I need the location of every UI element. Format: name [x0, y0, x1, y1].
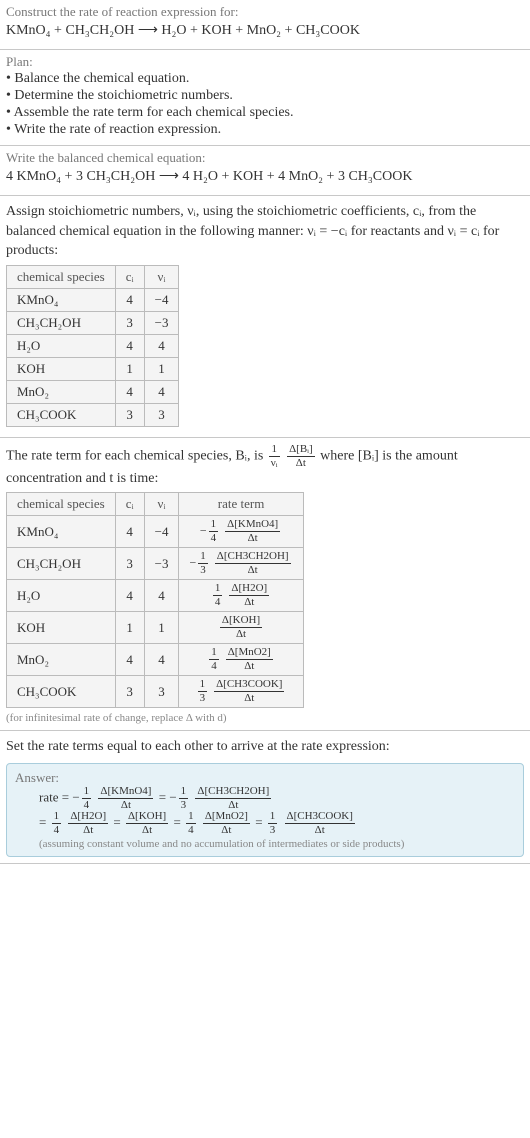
- delta-frac: Δ[H2O]Δt: [68, 811, 108, 836]
- col-header: chemical species: [7, 493, 116, 516]
- col-header: cᵢ: [115, 265, 144, 288]
- answer-label: Answer:: [15, 770, 515, 786]
- coef-frac: 13: [179, 786, 189, 811]
- balanced-equation: 4 KMnO₄ + 3 CH₃CH₂OH ⟶ 4 H₂O + KOH + 4 M…: [6, 168, 524, 185]
- coef-frac: 13: [198, 551, 208, 576]
- rate-explain: The rate term for each chemical species,…: [6, 444, 524, 489]
- col-header: νᵢ: [144, 265, 179, 288]
- section-prompt: Construct the rate of reaction expressio…: [0, 0, 530, 50]
- table-row: KMnO₄4−4: [7, 288, 179, 311]
- prompt-text: Construct the rate of reaction expressio…: [6, 4, 524, 20]
- answer-box: Answer: rate = −14 Δ[KMnO4]Δt = −13 Δ[CH…: [6, 763, 524, 857]
- section-stoich: Assign stoichiometric numbers, νᵢ, using…: [0, 196, 530, 438]
- plan-item: • Assemble the rate term for each chemic…: [6, 105, 524, 121]
- section-plan: Plan: • Balance the chemical equation. •…: [0, 50, 530, 146]
- coef-frac: 14: [213, 583, 223, 608]
- rate-term-table: chemical species cᵢ νᵢ rate term KMnO₄4−…: [6, 492, 304, 708]
- col-header: cᵢ: [115, 493, 144, 516]
- balanced-prompt: Write the balanced chemical equation:: [6, 150, 524, 166]
- table-row: MnO₂4414 Δ[MnO2]Δt: [7, 644, 304, 676]
- table-row: KMnO₄4−4−14 Δ[KMnO4]Δt: [7, 516, 304, 548]
- coef-frac: 14: [52, 811, 62, 836]
- stoich-explain: Assign stoichiometric numbers, νᵢ, using…: [6, 202, 524, 261]
- table-row: CH₃COOK3313 Δ[CH3COOK]Δt: [7, 676, 304, 708]
- coef-frac: 13: [198, 679, 208, 704]
- answer-prompt: Set the rate terms equal to each other t…: [6, 737, 524, 757]
- coef-frac: 14: [209, 519, 219, 544]
- delta-frac: Δ[KOH]Δt: [220, 615, 262, 640]
- plan-item: • Determine the stoichiometric numbers.: [6, 88, 524, 104]
- table-row: H₂O44: [7, 334, 179, 357]
- table-row: CH₃CH₂OH3−3: [7, 311, 179, 334]
- rate-note: (for infinitesimal rate of change, repla…: [6, 712, 524, 724]
- section-balanced: Write the balanced chemical equation: 4 …: [0, 146, 530, 196]
- answer-note: (assuming constant volume and no accumul…: [15, 838, 515, 850]
- delta-frac: Δ[MnO2]Δt: [226, 647, 273, 672]
- delta-frac: Δ[H2O]Δt: [229, 583, 269, 608]
- table-row: MnO₂44: [7, 380, 179, 403]
- table-row: CH₃COOK33: [7, 403, 179, 426]
- col-header: rate term: [179, 493, 303, 516]
- coef-frac: 13: [268, 811, 278, 836]
- table-row: KOH11Δ[KOH]Δt: [7, 612, 304, 644]
- stoich-table: chemical species cᵢ νᵢ KMnO₄4−4 CH₃CH₂OH…: [6, 265, 179, 427]
- table-row: CH₃CH₂OH3−3−13 Δ[CH3CH2OH]Δt: [7, 548, 304, 580]
- delta-frac: Δ[CH3COOK]Δt: [285, 811, 355, 836]
- delta-frac: Δ[CH3CH2OH]Δt: [215, 551, 291, 576]
- coef-frac: 14: [209, 647, 219, 672]
- frac-1-over-nu: 1νᵢ: [269, 444, 280, 469]
- delta-frac: Δ[MnO2]Δt: [203, 811, 250, 836]
- section-rate-terms: The rate term for each chemical species,…: [0, 438, 530, 732]
- plan-item: • Balance the chemical equation.: [6, 71, 524, 87]
- delta-frac: Δ[KMnO4]Δt: [225, 519, 280, 544]
- delta-frac: Δ[KOH]Δt: [126, 811, 168, 836]
- frac-dBi-dt: Δ[Bᵢ]Δt: [287, 444, 315, 469]
- delta-frac: Δ[CH3COOK]Δt: [214, 679, 284, 704]
- plan-item: • Write the rate of reaction expression.: [6, 122, 524, 138]
- plan-title: Plan:: [6, 54, 524, 70]
- table-row: KOH11: [7, 357, 179, 380]
- coef-frac: 14: [82, 786, 92, 811]
- col-header: νᵢ: [144, 493, 179, 516]
- table-row: H₂O4414 Δ[H2O]Δt: [7, 580, 304, 612]
- section-answer: Set the rate terms equal to each other t…: [0, 731, 530, 864]
- delta-frac: Δ[KMnO4]Δt: [98, 786, 153, 811]
- delta-frac: Δ[CH3CH2OH]Δt: [195, 786, 271, 811]
- unbalanced-equation: KMnO₄ + CH₃CH₂OH ⟶ H₂O + KOH + MnO₂ + CH…: [6, 22, 524, 39]
- col-header: chemical species: [7, 265, 116, 288]
- answer-body: rate = −14 Δ[KMnO4]Δt = −13 Δ[CH3CH2OH]Δ…: [15, 786, 515, 836]
- coef-frac: 14: [186, 811, 196, 836]
- rate-label: rate =: [39, 789, 72, 804]
